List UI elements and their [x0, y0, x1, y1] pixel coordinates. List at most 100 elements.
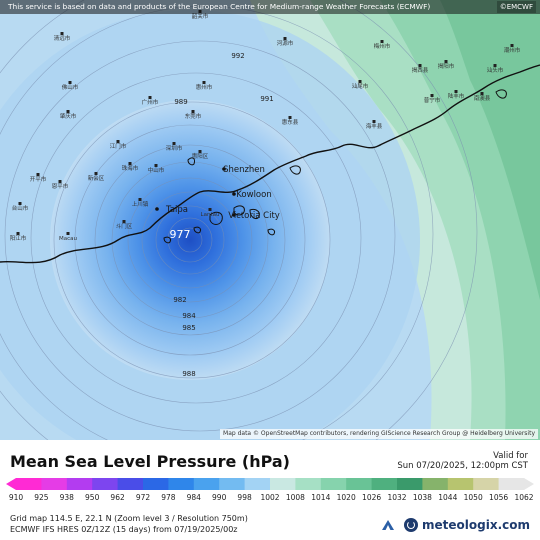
model-info: ECMWF IFS HRES 0Z/12Z (15 days) from 07/…	[10, 525, 238, 534]
isobar-label: 992	[231, 52, 244, 60]
place-marker	[454, 90, 458, 93]
map-attribution: Map data © OpenStreetMap contributors, r…	[220, 429, 538, 439]
place-label: 清远市	[54, 34, 71, 42]
weather-map: 清远市 韶关市 河源市 梅州市 潮州市 揭阳市 汕头市 佛山市 广州市 惠州市 汕尾市 普宁市 陆丰市东…	[0, 0, 540, 440]
colorbar-tick: 1062	[514, 493, 534, 502]
place-label: 上川镇	[132, 200, 149, 208]
meteologix-globe-icon	[404, 518, 419, 532]
place-label: 惠东县	[282, 118, 299, 126]
place-marker	[154, 164, 158, 167]
city-label: Victoria City	[228, 211, 280, 221]
valid-time: Sun 07/20/2025, 12:00pm CST	[397, 461, 528, 471]
colorbar-tick: 978	[161, 493, 176, 502]
isobar-label: 989	[174, 98, 187, 106]
place-label: Macau	[59, 236, 77, 242]
colorbar-tick: 1026	[362, 493, 382, 502]
colorbar-min-arrow	[6, 478, 16, 490]
colorbar-tick: 1014	[311, 493, 331, 502]
city-marker	[222, 167, 226, 171]
colorbar-cell	[193, 478, 220, 490]
city-label: Kowloon	[236, 190, 271, 200]
place-marker	[122, 220, 126, 223]
colorbar-tick: 938	[59, 493, 74, 502]
colorbar-tick: 998	[237, 493, 252, 502]
data-source-banner: This service is based on data and produc…	[0, 0, 540, 14]
place-label: 广州市	[142, 98, 159, 106]
place-marker	[208, 208, 212, 211]
city-marker	[232, 192, 236, 196]
corner-badge: ©EMCWF	[496, 1, 536, 13]
place-label: 河源市	[277, 39, 294, 47]
place-label: 肇庆市	[60, 112, 77, 120]
place-marker	[18, 202, 22, 205]
place-label: 潮州市	[504, 46, 521, 54]
city-labels: Shenzhen Kowloon Victoria City Taipa	[155, 165, 280, 221]
legend-footer	[0, 440, 540, 540]
place-marker	[172, 142, 176, 145]
colorbar-tick: 1044	[438, 493, 458, 502]
colorbar-cell	[16, 478, 42, 490]
colorbar-max-arrow	[524, 478, 534, 490]
place-marker	[94, 172, 98, 175]
colorbar-cell	[371, 478, 398, 490]
place-label: Lantau	[201, 212, 220, 218]
provider-logo[interactable]: meteologix.com	[382, 517, 530, 533]
colorbar-tick: 1008	[285, 493, 305, 502]
colorbar-cell	[473, 478, 500, 490]
logo-text: meteologix.com	[422, 518, 530, 532]
colorbar-cell	[295, 478, 322, 490]
colorbar-cell	[270, 478, 296, 490]
colorbar-cell	[168, 478, 195, 490]
colorbar-cell	[143, 478, 169, 490]
islands	[163, 89, 507, 244]
colorbar-tick: 1002	[260, 493, 280, 502]
place-label: 东莞市	[185, 112, 202, 120]
valid-for-label: Valid for	[493, 451, 528, 461]
colorbar-cell	[422, 478, 449, 490]
place-label: 汕头市	[487, 66, 504, 74]
place-label: 南澳县	[474, 94, 491, 102]
place-label: 陆丰市	[448, 92, 465, 100]
map-title: Mean Sea Level Pressure (hPa)	[10, 452, 290, 471]
place-marker	[380, 40, 384, 43]
colorbar-tick: 962	[110, 493, 125, 502]
place-marker	[16, 232, 20, 235]
place-label: 汕尾市	[352, 82, 369, 90]
place-label: 阳江市	[10, 234, 27, 242]
colorbar-tick: 1050	[463, 493, 483, 502]
colorbar-tick: 1038	[412, 493, 432, 502]
place-label: 惠州市	[196, 83, 213, 91]
place-marker	[202, 81, 206, 84]
colorbar-cell	[244, 478, 271, 490]
colorbar-cell	[66, 478, 93, 490]
colorbar-cell	[447, 478, 474, 490]
colorbar-tick: 972	[135, 493, 151, 502]
colorbar-tick: 984	[186, 493, 201, 502]
city-marker	[232, 213, 236, 217]
colorbar-cell	[346, 478, 373, 490]
colorbar-cell	[498, 478, 525, 490]
place-label: 斗门区	[116, 222, 133, 230]
place-label: 海丰县	[366, 122, 383, 130]
colorbar-cell	[320, 478, 347, 490]
place-label: 恩平市	[52, 182, 69, 190]
place-marker	[444, 60, 448, 63]
place-marker	[418, 64, 422, 67]
place-marker	[60, 32, 64, 35]
place-label: 韶关市	[192, 12, 209, 20]
place-marker	[283, 37, 287, 40]
colorbar-tick: 1020	[336, 493, 356, 502]
place-marker	[138, 198, 142, 201]
center-pressure-label: 977	[170, 228, 191, 241]
ecmwf-logo-icon	[382, 520, 394, 530]
place-marker	[430, 94, 434, 97]
coastline	[0, 64, 540, 264]
isobar-label: 988	[182, 370, 195, 378]
colorbar-tick: 950	[85, 493, 100, 502]
place-marker	[372, 120, 376, 123]
colorbar-cell	[117, 478, 144, 490]
grid-info: Grid map 114.5 E, 22.1 N (Zoom level 3 /…	[10, 514, 248, 523]
place-label: 珠海市	[122, 164, 139, 172]
place-label: 惠阳区	[192, 152, 209, 160]
